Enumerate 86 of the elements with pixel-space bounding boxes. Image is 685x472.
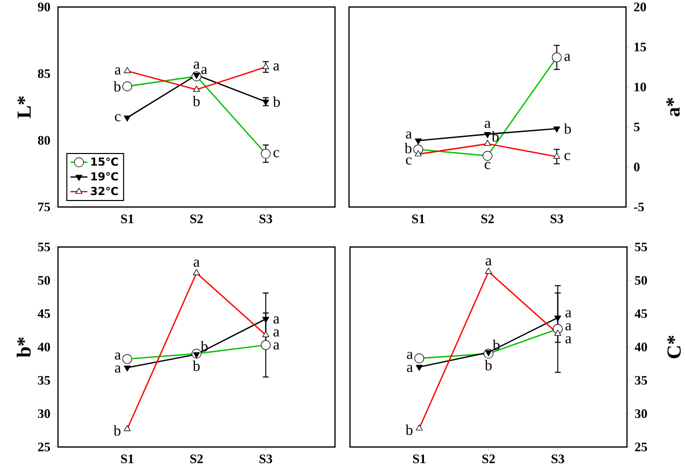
annotation: a: [201, 66, 208, 74]
y-tick-label: 90: [38, 2, 50, 12]
y-tick-label: 15: [634, 42, 646, 52]
y-tick-label: 40: [38, 342, 50, 352]
point: [262, 316, 270, 323]
annotation: a: [564, 54, 570, 61]
annotation: c: [274, 150, 280, 158]
y-tick-label: 20: [634, 2, 646, 12]
annotation: a: [194, 260, 200, 267]
point: [414, 138, 422, 144]
annotation: a: [565, 323, 572, 330]
annotation: a: [273, 329, 280, 337]
annotation: a: [486, 258, 492, 266]
annotation: b: [492, 131, 499, 142]
y-tick-label: 55: [38, 242, 50, 252]
y-tick-label: 45: [634, 309, 647, 318]
y-tick-label: 45: [38, 309, 50, 318]
annotation: c: [406, 157, 412, 165]
y-axis-title: C*: [667, 336, 681, 358]
point: [416, 364, 423, 371]
y-axis-title: a*: [666, 98, 680, 116]
y-tick-label: 50: [635, 276, 647, 285]
annotation: a: [406, 364, 413, 372]
y-tick-label: 75: [38, 202, 50, 212]
y-tick-label: -5: [634, 202, 644, 212]
y-tick-label: 80: [38, 136, 50, 145]
annotation: a: [194, 62, 200, 69]
annotation: a: [484, 120, 491, 128]
y-tick-label: 10: [634, 82, 646, 92]
y-axis-title: L*: [18, 96, 31, 118]
x-tick-label: S3: [552, 454, 564, 464]
x-tick-label: S3: [550, 214, 564, 224]
x-tick-label: S2: [190, 454, 203, 464]
annotation: b: [192, 96, 200, 106]
y-tick-label: 0: [634, 162, 640, 172]
annotation: a: [406, 352, 413, 360]
annotation: a: [406, 131, 412, 139]
annotation: b: [114, 81, 120, 92]
legend-label: 19℃: [91, 172, 118, 180]
x-tick-label: S1: [121, 214, 134, 224]
annotation: a: [114, 352, 121, 360]
annotation: b: [192, 360, 200, 372]
point: [484, 132, 491, 138]
x-tick-label: S3: [260, 454, 272, 464]
y-tick-label: 25: [635, 442, 647, 452]
annotation: a: [273, 316, 280, 324]
point: [124, 366, 131, 372]
annotation: b: [564, 123, 571, 134]
annotation: b: [404, 142, 412, 154]
annotation: b: [114, 425, 120, 436]
y-axis-title: b*: [16, 337, 31, 358]
y-tick-label: 85: [38, 69, 50, 78]
annotation: a: [273, 342, 280, 350]
y-tick-label: 35: [635, 376, 647, 385]
legend-label: 15℃: [91, 157, 118, 166]
y-tick-label: 5: [634, 122, 640, 132]
y-tick-label: 40: [634, 342, 647, 352]
x-tick-label: S1: [121, 454, 134, 464]
annotation: c: [484, 162, 490, 170]
annotation: a: [565, 310, 572, 318]
x-tick-label: S2: [190, 214, 203, 224]
y-tick-label: 35: [38, 376, 50, 385]
annotation: a: [114, 366, 121, 373]
y-tick-label: 25: [38, 442, 50, 452]
x-tick-label: S2: [482, 454, 495, 464]
annotation: b: [272, 96, 280, 107]
annotation: c: [564, 153, 570, 160]
annotation: b: [484, 360, 492, 370]
legend-label: 32℃: [90, 186, 118, 196]
point: [553, 126, 560, 132]
y-tick-label: 55: [635, 242, 647, 252]
y-tick-label: 30: [38, 409, 50, 418]
annotation: b: [406, 424, 412, 436]
annotation: a: [273, 63, 280, 71]
x-tick-label: S1: [412, 214, 424, 224]
annotation: c: [114, 114, 121, 122]
point: [554, 316, 562, 322]
y-tick-label: 30: [635, 409, 647, 418]
annotation: a: [114, 67, 121, 75]
x-tick-label: S3: [260, 214, 272, 224]
point: [124, 116, 131, 122]
annotation: a: [565, 336, 572, 344]
x-tick-label: S2: [481, 214, 494, 224]
y-tick-label: 50: [38, 276, 50, 285]
point: [262, 100, 270, 106]
x-tick-label: S1: [413, 454, 426, 464]
